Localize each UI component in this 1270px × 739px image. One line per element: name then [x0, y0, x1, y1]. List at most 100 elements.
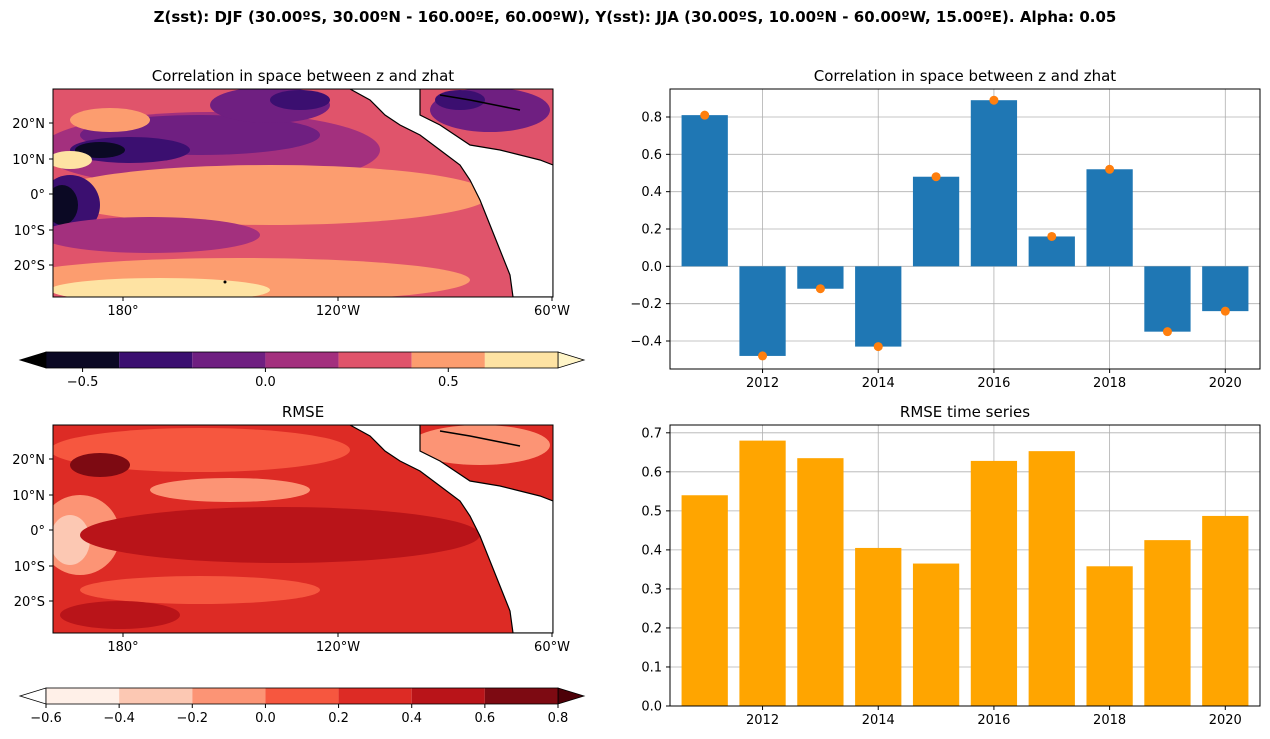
corr-bar-bar [1202, 266, 1249, 312]
rmse-north-dark [70, 453, 130, 477]
rmse-map-lon-tick-label: 60°W [534, 640, 570, 655]
rmse-colorbar-tick-label: −0.6 [30, 711, 62, 726]
rmse-colorbar-segment [119, 688, 193, 704]
rmse-map-lon-tick-label: 180° [107, 640, 138, 655]
corr-island [223, 280, 227, 284]
corr-colorbar: −0.5 0.0 0.5 [18, 351, 586, 390]
corr-bar-marker [989, 95, 999, 105]
rmse-bar-ytick-label: 0.6 [641, 465, 662, 480]
corr-caribbean-dark [435, 90, 485, 110]
rmse-colorbar-tick-label: −0.4 [103, 711, 135, 726]
corr-bar-bar [739, 266, 786, 356]
corr-colorbar-extend-low [18, 351, 47, 369]
rmse-bar-bar [912, 563, 960, 706]
rmse-colorbar-tick-label: 0.8 [548, 711, 569, 726]
rmse-bar-bar [1086, 566, 1133, 706]
corr-map-lon-tick-label: 120°W [316, 304, 360, 319]
rmse-bar-ytick-label: 0.7 [641, 426, 662, 441]
rmse-colorbar-tick-label: 0.0 [255, 711, 276, 726]
corr-map-lon-tick-label: 60°W [534, 304, 570, 319]
corr-bar-ytick-label: 0.2 [641, 223, 662, 238]
rmse-south-dark [60, 601, 180, 629]
figure-suptitle: Z(sst): DJF (30.00ºS, 30.00ºN - 160.00ºE… [153, 8, 1117, 26]
rmse-bar-xtick-label: 2016 [977, 713, 1010, 728]
corr-map-lat-tick-label: 20°N [12, 117, 45, 132]
corr-bar-title: Correlation in space between z and zhat [813, 67, 1117, 85]
rmse-colorbar-segment [192, 688, 266, 704]
rmse-map-lat-tick-label: 20°S [14, 595, 45, 610]
rmse-caribbean-pale [410, 425, 550, 465]
rmse-colorbar-tick-label: −0.2 [176, 711, 208, 726]
rmse-nw-pale [150, 478, 310, 502]
corr-bar-bar [855, 266, 902, 347]
corr-bar-chart: −0.4 −0.2 0.0 0.2 0.4 0.6 0.8 2012 2014 2016 2018 2… [630, 88, 1261, 391]
corr-bar-marker [1047, 231, 1057, 241]
rmse-map-title: RMSE [281, 403, 325, 421]
corr-bar-ytick-label: 0.0 [641, 260, 662, 275]
rmse-bar-bar [681, 495, 728, 706]
corr-map-lon-tick-label: 180° [107, 304, 138, 319]
rmse-bar-xtick-label: 2018 [1093, 713, 1126, 728]
rmse-bar-ytick-label: 0.5 [641, 504, 662, 519]
rmse-bar-chart: 0.0 0.1 0.2 0.3 0.4 0.5 0.6 0.7 2012 2014 2016 2018… [641, 424, 1261, 728]
corr-colorbar-frame [45, 351, 559, 369]
corr-bar-marker [1162, 327, 1172, 337]
corr-colorbar-segment [192, 352, 266, 368]
rmse-colorbar-tick-label: 0.6 [475, 711, 496, 726]
rmse-colorbar-segment [338, 688, 412, 704]
corr-colorbar-segment [119, 352, 193, 368]
corr-colorbar-segment [265, 352, 339, 368]
rmse-bar-xtick-label: 2012 [746, 713, 779, 728]
rmse-bar-ytick-label: 0.0 [641, 700, 662, 715]
rmse-colorbar-tick-label: 0.2 [328, 711, 349, 726]
corr-map-field [53, 89, 550, 297]
corr-colorbar-segment [338, 352, 412, 368]
corr-colorbar-tick-label: 0.0 [255, 375, 276, 390]
rmse-colorbar-frame [45, 687, 559, 705]
rmse-eq-darker [80, 507, 480, 563]
corr-map-lat-tick-label: 10°N [12, 153, 45, 168]
corr-bar-xtick-label: 2018 [1093, 376, 1126, 391]
rmse-bar-bar [1028, 451, 1075, 706]
rmse-bar-ytick-label: 0.4 [641, 543, 662, 558]
corr-map-lat-tick-label: 0° [30, 188, 45, 203]
corr-bar-marker [815, 284, 825, 294]
corr-americas-land [349, 89, 553, 297]
corr-south-purple [53, 217, 260, 253]
corr-bar-bar [912, 176, 960, 267]
rmse-map-lat-tick-label: 10°S [14, 560, 45, 575]
corr-colorbar-tick-label: 0.5 [438, 375, 459, 390]
rmse-bar-ytick-label: 0.2 [641, 621, 662, 636]
corr-bar-bar [1144, 266, 1191, 332]
rmse-colorbar-extend-high [557, 687, 586, 705]
corr-bar-bar [681, 115, 728, 267]
rmse-cuba-land [439, 430, 521, 447]
rmse-americas-land [349, 425, 553, 633]
corr-south-yellow [53, 278, 270, 297]
corr-bar-ytick-label: −0.2 [630, 297, 662, 312]
rmse-map-lat-tick-label: 20°N [12, 453, 45, 468]
corr-bar-bar [1086, 169, 1133, 267]
rmse-map-lon-tick-label: 120°W [316, 640, 360, 655]
rmse-bar-bar [1202, 515, 1249, 706]
rmse-bar-xtick-label: 2014 [862, 713, 895, 728]
corr-colorbar-tick-label: −0.5 [67, 375, 99, 390]
corr-spot-dark [75, 142, 125, 158]
rmse-bar-ytick-label: 0.3 [641, 582, 662, 597]
rmse-map [52, 424, 554, 634]
corr-bar-ytick-label: −0.4 [630, 335, 662, 350]
corr-colorbar-segment [484, 352, 558, 368]
rmse-bar-bar [739, 440, 786, 706]
rmse-bar-bar [855, 547, 902, 706]
corr-colorbar-extend-high [557, 351, 586, 369]
corr-map-lat-tick-label: 10°S [14, 224, 45, 239]
rmse-colorbar-segment [46, 688, 120, 704]
corr-bar-ytick-label: 0.6 [641, 148, 662, 163]
corr-bar-xtick-label: 2020 [1209, 376, 1242, 391]
corr-ne-dark [270, 90, 330, 110]
rmse-colorbar-extend-low [18, 687, 47, 705]
rmse-bar-xtick-label: 2020 [1209, 713, 1242, 728]
rmse-map-lat-tick-label: 0° [30, 524, 45, 539]
corr-bar-bar [1028, 236, 1075, 267]
